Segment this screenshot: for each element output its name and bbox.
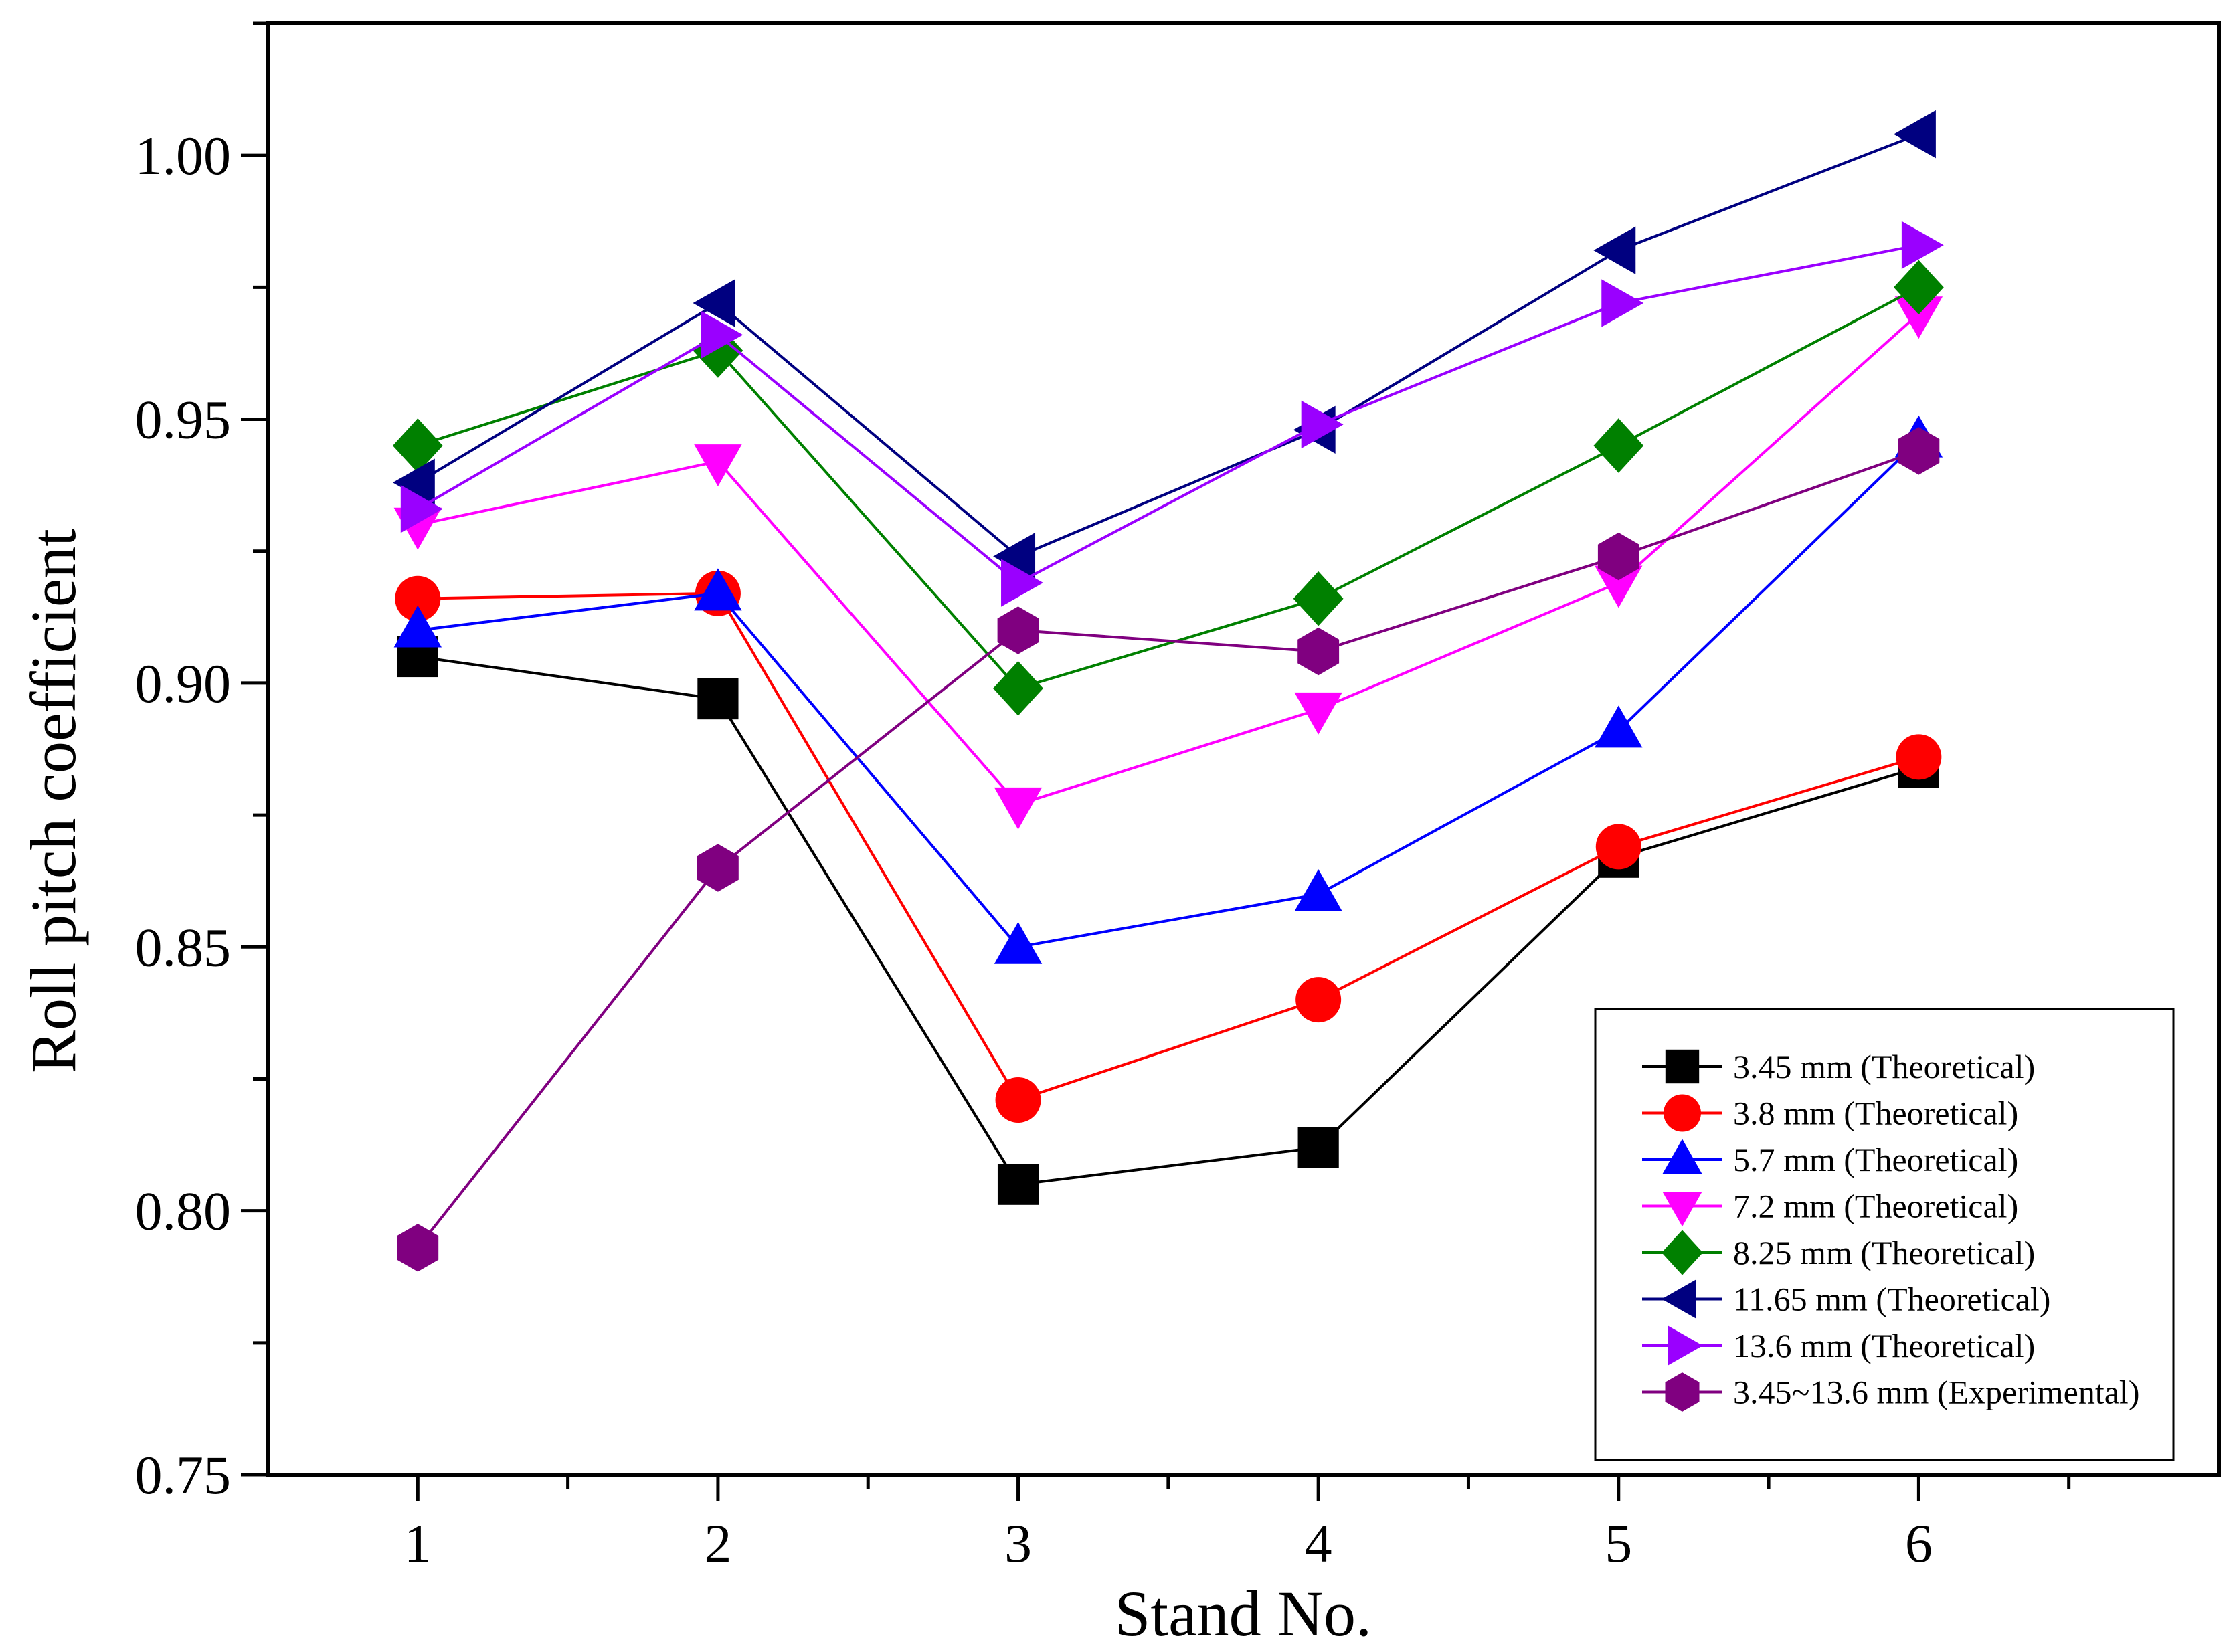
data-point bbox=[697, 678, 739, 720]
series-line bbox=[417, 132, 1920, 558]
legend: 3.45 mm (Theoretical) 3.8 mm (Theoretical… bbox=[1594, 1008, 2175, 1461]
legend-marker bbox=[1665, 1372, 1700, 1412]
data-point bbox=[1593, 226, 1636, 274]
x-tick-label: 3 bbox=[1004, 1513, 1032, 1574]
data-point bbox=[994, 787, 1043, 830]
x-tick-label: 2 bbox=[704, 1513, 731, 1574]
legend-marker bbox=[1662, 1230, 1703, 1275]
legend-marker bbox=[1665, 1049, 1700, 1084]
data-point bbox=[392, 418, 443, 473]
legend-label: 13.6 mm (Theoretical) bbox=[1733, 1327, 2035, 1364]
plot-frame bbox=[266, 21, 2221, 1477]
data-point bbox=[400, 484, 443, 533]
y-tick-label: 0.90 bbox=[135, 653, 232, 714]
y-tick-label: 1.00 bbox=[135, 125, 232, 186]
data-point bbox=[694, 444, 742, 487]
legend-item-4: 7.2 mm (Theoretical) bbox=[1642, 1188, 2018, 1227]
data-point bbox=[694, 568, 742, 611]
data-point bbox=[993, 532, 1036, 581]
data-point bbox=[701, 310, 743, 359]
data-point bbox=[1593, 418, 1644, 473]
x-tick-label: 6 bbox=[1905, 1513, 1933, 1574]
axes-layer: 0.75 0.80 0.85 0.90 0.95 1.00 1 2 3 4 5 6 bbox=[135, 21, 2221, 1574]
x-axis-title: Stand No. bbox=[1115, 1578, 1372, 1649]
legend-label: 3.45 mm (Theoretical) bbox=[1733, 1048, 2035, 1085]
x-tick-label: 4 bbox=[1305, 1513, 1332, 1574]
y-axis-title: Roll pitch coefficient bbox=[17, 529, 89, 1073]
series-4 bbox=[393, 296, 1943, 830]
data-point bbox=[1894, 296, 1943, 339]
y-tick-label: 0.85 bbox=[135, 917, 232, 978]
data-point bbox=[997, 606, 1039, 654]
legend-label: 3.45~13.6 mm (Experimental) bbox=[1733, 1374, 2139, 1411]
data-point bbox=[1294, 869, 1342, 911]
data-point bbox=[392, 458, 435, 507]
series-6 bbox=[392, 110, 1936, 581]
data-point bbox=[1297, 1127, 1339, 1168]
series-3 bbox=[393, 415, 1943, 964]
legend-item-6: 11.65 mm (Theoretical) bbox=[1642, 1279, 2050, 1319]
data-point bbox=[1301, 400, 1344, 449]
series-line bbox=[417, 244, 1919, 585]
legend-label: 11.65 mm (Theoretical) bbox=[1733, 1281, 2050, 1318]
y-tick-label: 0.95 bbox=[135, 389, 232, 450]
x-tick-label: 5 bbox=[1605, 1513, 1632, 1574]
data-point bbox=[995, 1077, 1041, 1123]
data-point bbox=[1295, 977, 1342, 1023]
legend-item-5: 8.25 mm (Theoretical) bbox=[1642, 1230, 2035, 1275]
legend-item-8: 3.45~13.6 mm (Experimental) bbox=[1642, 1372, 2139, 1412]
data-point bbox=[1601, 279, 1644, 327]
data-point bbox=[1898, 427, 1940, 475]
legend-label: 3.8 mm (Theoretical) bbox=[1733, 1095, 2018, 1132]
data-point bbox=[1893, 110, 1936, 159]
series-line bbox=[418, 439, 1920, 949]
series-line bbox=[416, 450, 1920, 1249]
plot-layer bbox=[392, 110, 1944, 1272]
y-tick-label: 0.80 bbox=[135, 1181, 232, 1242]
x-tick-label: 1 bbox=[404, 1513, 432, 1574]
series-7 bbox=[400, 221, 1944, 607]
series-line bbox=[417, 286, 1920, 691]
data-point bbox=[1595, 705, 1643, 748]
data-point bbox=[997, 1164, 1039, 1205]
data-point bbox=[697, 844, 739, 892]
legend-item-2: 3.8 mm (Theoretical) bbox=[1642, 1094, 2018, 1132]
data-point bbox=[393, 605, 442, 648]
legend-marker bbox=[1668, 1325, 1703, 1366]
legend-marker bbox=[1662, 1279, 1696, 1319]
legend-label: 7.2 mm (Theoretical) bbox=[1733, 1188, 2018, 1225]
data-point bbox=[1001, 559, 1043, 607]
data-point bbox=[1901, 221, 1944, 269]
data-point bbox=[1293, 571, 1344, 626]
series-line bbox=[418, 655, 1919, 1186]
data-point bbox=[1893, 260, 1944, 315]
series-line bbox=[418, 591, 1919, 1102]
data-point bbox=[1294, 692, 1342, 735]
data-point bbox=[1595, 565, 1643, 608]
data-point bbox=[1595, 824, 1641, 870]
data-point bbox=[693, 279, 735, 327]
legend-item-3: 5.7 mm (Theoretical) bbox=[1642, 1139, 2018, 1178]
data-point bbox=[1297, 627, 1340, 676]
series-5 bbox=[392, 260, 1944, 716]
legend-item-7: 13.6 mm (Theoretical) bbox=[1642, 1325, 2035, 1366]
data-point bbox=[397, 1224, 439, 1272]
data-point bbox=[1597, 532, 1639, 581]
data-point bbox=[994, 921, 1043, 964]
legend-marker bbox=[1662, 1139, 1702, 1174]
series-8 bbox=[397, 427, 1940, 1272]
legend-item-1: 3.45 mm (Theoretical) bbox=[1642, 1048, 2035, 1085]
legend-marker bbox=[1664, 1094, 1701, 1132]
legend-label: 8.25 mm (Theoretical) bbox=[1733, 1234, 2035, 1271]
legend-label: 5.7 mm (Theoretical) bbox=[1733, 1141, 2018, 1178]
data-point bbox=[993, 660, 1043, 716]
y-tick-label: 0.75 bbox=[135, 1445, 232, 1505]
series-line bbox=[417, 312, 1920, 806]
data-point bbox=[1896, 734, 1942, 780]
data-point bbox=[395, 575, 441, 622]
legend-marker bbox=[1662, 1192, 1702, 1227]
